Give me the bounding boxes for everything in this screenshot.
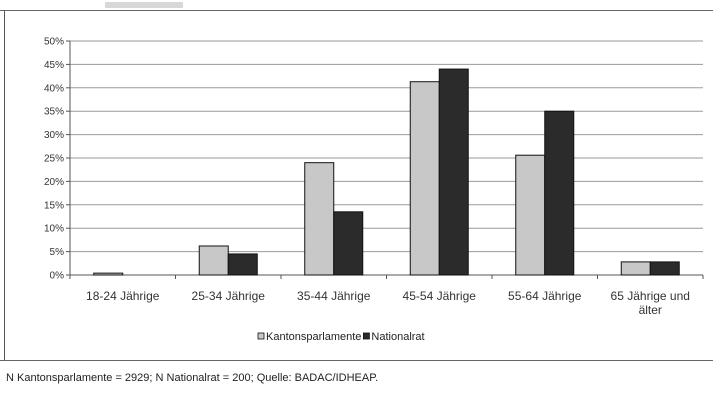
y-tick-label: 20% (44, 177, 64, 188)
bar-kantonsparlamente (304, 162, 335, 276)
bar-nationalrat (438, 68, 469, 276)
y-tick-label: 40% (44, 83, 64, 94)
header-fragment (105, 2, 183, 8)
bar-nationalrat (333, 211, 364, 276)
x-axis-labels: 18-24 Jährige 25-34 Jährige 35-44 Jährige 4… (86, 289, 690, 317)
y-tick-label: 35% (44, 107, 64, 118)
bar-chart: 0% 5% 10% 15% 20% 25% 30% 35% 40% 45% 50% 18-24 Jä… (44, 37, 704, 343)
legend-swatch (257, 332, 265, 340)
bar-kantonsparlamente (409, 81, 440, 276)
x-tick-label: 55-64 Jährige (508, 289, 582, 303)
bars (93, 68, 680, 276)
bar-kantonsparlamente (620, 261, 651, 276)
legend-label: Nationalrat (371, 331, 424, 343)
y-tick-label: 0% (50, 271, 65, 282)
x-tick-label: 35-44 Jährige (297, 289, 371, 303)
bar-nationalrat (649, 261, 680, 276)
x-tick-label: älter (639, 303, 662, 317)
x-tick-label: 25-34 Jährige (192, 289, 266, 303)
bottom-divider (0, 360, 713, 361)
legend: Kantonsparlamente Nationalrat (257, 331, 425, 343)
y-tick-label: 15% (44, 200, 64, 211)
bar-nationalrat (227, 253, 258, 276)
top-divider (0, 10, 713, 11)
legend-swatch (363, 332, 370, 340)
y-tick-label: 5% (50, 247, 65, 258)
x-tick-label: 45-54 Jährige (403, 289, 477, 303)
x-tick-label: 65 Jährige und (611, 289, 690, 303)
legend-label: Kantonsparlamente (266, 331, 361, 343)
y-tick-label: 45% (44, 60, 64, 71)
gridlines (70, 40, 703, 276)
y-tick-label: 30% (44, 130, 64, 141)
source-note: N Kantonsparlamente = 2929; N Nationalra… (6, 372, 379, 384)
y-tick-label: 10% (44, 224, 64, 235)
y-tick-label: 25% (44, 154, 64, 165)
bar-kantonsparlamente (198, 245, 229, 276)
y-axis: 0% 5% 10% 15% 20% 25% 30% 35% 40% 45% 50% (44, 37, 704, 282)
y-tick-label: 50% (44, 37, 64, 48)
bar-kantonsparlamente (93, 272, 124, 276)
left-border (4, 11, 5, 360)
x-tick-label: 18-24 Jährige (86, 289, 160, 303)
bar-nationalrat (544, 110, 575, 276)
bar-kantonsparlamente (515, 154, 546, 276)
